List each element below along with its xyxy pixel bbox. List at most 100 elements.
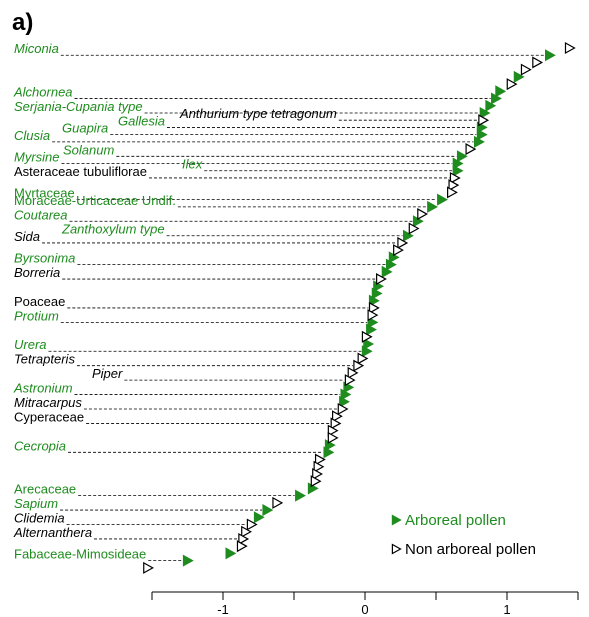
point (327, 431, 339, 444)
point (478, 114, 490, 127)
point (361, 345, 373, 358)
taxon-label: Miconia (14, 41, 59, 56)
legend-marker (391, 514, 402, 526)
taxon-label: Myrtaceae (14, 186, 75, 201)
taxon-label: Mitracarpus (14, 395, 82, 410)
taxon-label: Ilex (182, 157, 203, 172)
point (339, 395, 350, 408)
point (314, 453, 326, 466)
taxon-label: Clusia (14, 128, 50, 143)
point (544, 49, 556, 62)
taxon-label: Fabaceae-Mimosideae (14, 547, 146, 562)
point (491, 92, 502, 105)
point (495, 85, 507, 98)
point (513, 70, 525, 83)
point (357, 352, 369, 365)
point (452, 157, 464, 170)
taxon-label: Guapira (62, 121, 108, 136)
point (330, 417, 342, 430)
point (367, 309, 379, 322)
point (564, 41, 576, 55)
panel-label: a) (12, 9, 33, 36)
point (485, 99, 497, 112)
legend-marker (391, 543, 402, 555)
point (310, 475, 322, 488)
taxon-label: Gallesia (118, 113, 165, 128)
point (246, 518, 258, 531)
point (532, 56, 544, 69)
point (238, 532, 250, 545)
taxon-label: Serjania-Cupania type (14, 99, 143, 114)
point (506, 78, 518, 91)
point (479, 106, 491, 119)
point (381, 265, 393, 278)
taxon-label: Borreria (14, 265, 60, 280)
point (241, 525, 252, 538)
legend-label: Arboreal pollen (405, 512, 506, 529)
point (366, 323, 377, 336)
point (520, 63, 532, 76)
point (353, 359, 365, 372)
point (295, 489, 306, 502)
point (393, 244, 404, 257)
taxon-label: Alternanthera (13, 525, 92, 540)
point (447, 186, 458, 199)
x-tick-label: 1 (503, 602, 510, 617)
point (474, 135, 485, 148)
taxon-label: Myrsine (14, 150, 60, 165)
point (323, 446, 335, 459)
point (385, 258, 397, 271)
point (347, 366, 359, 379)
point (452, 164, 464, 177)
taxon-label: Tetrapteris (14, 352, 75, 367)
point (397, 236, 409, 249)
point (327, 424, 339, 437)
point (225, 547, 237, 560)
point (368, 301, 380, 314)
taxon-label: Piper (92, 366, 123, 381)
point (476, 128, 488, 141)
point (465, 143, 477, 156)
taxon-label: Coutarea (14, 207, 67, 222)
taxon-label: Solanum (63, 142, 114, 157)
taxon-label: Clidemia (14, 511, 65, 526)
point (332, 410, 343, 423)
taxon-label: Arecaceae (14, 482, 76, 497)
taxon-label: Alchornea (13, 85, 73, 100)
point (312, 467, 323, 480)
point (344, 374, 356, 387)
taxon-label: Byrsonima (14, 251, 75, 266)
taxon-label: Astronium (13, 381, 73, 396)
taxon-label: Asteraceae tubuliflorae (14, 164, 147, 179)
point (417, 208, 429, 221)
point (182, 554, 194, 567)
taxon-label: Sida (14, 229, 40, 244)
x-tick-label: 0 (361, 602, 368, 617)
point (272, 496, 284, 509)
point (253, 511, 265, 524)
point (367, 316, 379, 329)
legend-label: Non arboreal pollen (405, 541, 536, 558)
point (449, 171, 461, 184)
point (313, 460, 325, 473)
taxon-label: Cecropia (14, 438, 66, 453)
point (363, 338, 375, 351)
point (368, 294, 380, 307)
point (236, 540, 248, 553)
point (448, 179, 460, 192)
point (143, 561, 154, 574)
taxon-label: Urera (14, 337, 47, 352)
x-tick-label: -1 (217, 602, 229, 617)
point (340, 388, 352, 401)
point (361, 330, 373, 343)
point (437, 193, 448, 206)
taxon-label: Protium (14, 308, 59, 323)
taxon-label: Moraceae-Urticaceae Undif. (14, 193, 176, 208)
point (376, 273, 387, 286)
point (337, 402, 349, 416)
point (403, 229, 414, 242)
point (262, 504, 274, 517)
point (408, 222, 420, 235)
taxon-label: Zanthoxylum type (61, 222, 165, 237)
